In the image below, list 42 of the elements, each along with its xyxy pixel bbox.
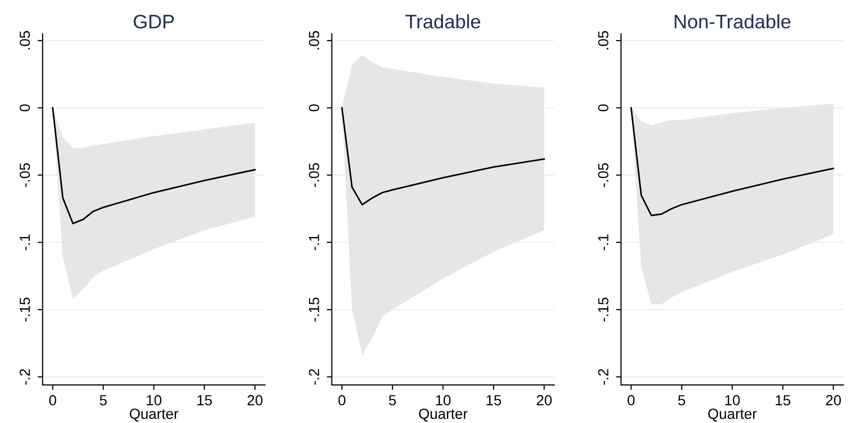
- x-tick-label: 5: [389, 395, 396, 406]
- x-tick-label: 10: [725, 395, 740, 406]
- x-tick-label: 10: [436, 395, 451, 406]
- y-tick-label: -.15: [598, 298, 608, 322]
- x-tick-label: 0: [338, 395, 346, 406]
- y-tick-label: -.05: [598, 163, 608, 187]
- x-tick-label: 5: [100, 395, 107, 406]
- y-tick-label: -.05: [20, 163, 30, 187]
- y-tick-label: 0: [20, 104, 30, 112]
- line-series: [52, 107, 256, 224]
- y-tick-label: -.2: [308, 369, 320, 385]
- line-series: [341, 107, 545, 206]
- y-tick-label: -.2: [598, 369, 608, 385]
- x-tick-label: 15: [486, 395, 502, 406]
- y-tick-label: 0: [308, 104, 320, 112]
- y-tick-label: -.15: [309, 298, 320, 322]
- y-tick-label: -.15: [20, 298, 30, 322]
- y-tick-label: .05: [308, 31, 320, 50]
- x-axis-title: Quarter: [419, 408, 468, 422]
- x-tick-label: 5: [678, 395, 686, 406]
- y-tick-label: -.1: [20, 234, 30, 250]
- y-tick-label: -.1: [309, 234, 320, 250]
- y-tick-label: -.1: [598, 234, 608, 250]
- x-axis-title: Quarter: [130, 408, 178, 422]
- chart-title: Tradable: [405, 14, 480, 28]
- y-tick-label: -.05: [308, 163, 320, 187]
- x-tick-label: 0: [49, 395, 56, 406]
- x-tick-label: 0: [628, 395, 635, 406]
- x-tick-label: 10: [146, 395, 162, 406]
- x-tick-label: 20: [536, 395, 552, 406]
- x-tick-label: 20: [826, 395, 841, 406]
- y-tick-label: .05: [598, 31, 608, 50]
- line-series: [630, 107, 834, 216]
- chart-title: GDP: [134, 14, 174, 28]
- y-tick-label: -.2: [20, 369, 30, 385]
- x-tick-label: 20: [248, 395, 262, 406]
- y-tick-label: 0: [598, 104, 608, 112]
- x-tick-label: 15: [197, 395, 212, 406]
- x-tick-label: 15: [776, 395, 790, 406]
- chart-title: Non-Tradable: [674, 14, 790, 28]
- y-tick-label: .05: [20, 31, 30, 50]
- x-axis-title: Quarter: [708, 408, 757, 422]
